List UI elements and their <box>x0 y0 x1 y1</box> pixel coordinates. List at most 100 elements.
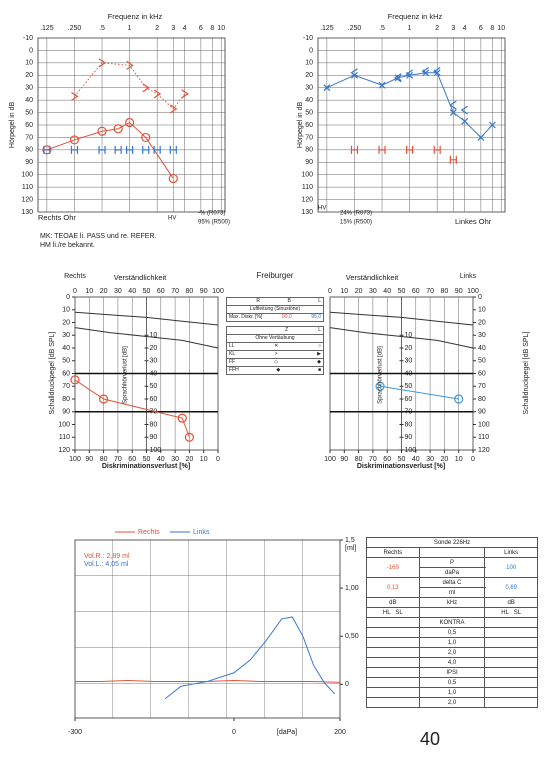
label: L <box>318 298 321 304</box>
data-point <box>71 91 79 101</box>
value: 0,69 <box>484 577 538 598</box>
y-tick-label: 120 <box>478 447 490 454</box>
x2-tick-label: 0 <box>216 456 220 463</box>
x2-axis-label: Diskriminationsverlust [%] <box>102 463 190 470</box>
y-tick-label: 40 <box>478 345 486 352</box>
label: Rechts <box>366 547 420 558</box>
data-point <box>98 394 109 404</box>
data-point <box>126 60 134 70</box>
data-point <box>177 413 187 423</box>
y-tick-label: 90 <box>478 409 486 416</box>
y-tick-label: 60 <box>305 122 313 129</box>
annotation: 24% (R073) <box>340 211 372 217</box>
label: HL SL <box>484 607 538 618</box>
y-axis-label: Schalldruckpegel [dB SPL] <box>49 332 56 415</box>
y-tick-label: 70 <box>62 383 70 390</box>
x-tick-label: 40 <box>383 288 391 295</box>
y-tick-label: 130 <box>21 209 33 216</box>
data-point <box>181 89 189 99</box>
x-tick-label: 10 <box>340 288 348 295</box>
data-point <box>97 126 107 136</box>
data-point <box>43 145 51 154</box>
x2-tick-label: 40 <box>157 456 165 463</box>
x-tick-label: 0 <box>328 288 332 295</box>
y3-tick-label: 10 <box>150 332 158 339</box>
label: 2,0 <box>418 697 486 708</box>
y3-tick-label: 90 <box>405 434 413 441</box>
y3-tick-label: 10 <box>405 332 413 339</box>
data-point <box>98 145 106 154</box>
y3-axis-label: Sprachhörverlust [dB] <box>123 346 129 404</box>
data-point <box>488 121 496 129</box>
tympanometry-table: Sonde 226Hz Rechts Links -169 P 100 daPa 0,… <box>366 537 538 708</box>
label: Z <box>285 327 289 333</box>
x-axis-label: Frequenz in kHz <box>108 12 163 21</box>
x-tick-label: .250 <box>68 25 82 32</box>
y-tick-label: 80 <box>305 147 313 154</box>
data-point <box>126 145 134 154</box>
x2-tick-label: 70 <box>114 456 122 463</box>
data-point <box>42 145 52 155</box>
x2-tick-label: 10 <box>455 456 463 463</box>
data-point <box>375 381 385 391</box>
data-point <box>142 83 150 93</box>
data-point <box>98 58 107 68</box>
x-tick-label: .250 <box>348 25 362 32</box>
x-tick-label: .5 <box>379 25 385 32</box>
series-line <box>46 121 174 179</box>
y-tick-label: 50 <box>25 109 33 116</box>
x-tick-label: -300 <box>68 729 82 736</box>
label: HL <box>382 609 391 616</box>
data-point <box>421 67 430 77</box>
annotation: HV <box>168 216 176 222</box>
data-point <box>405 69 413 79</box>
label: dB <box>366 597 420 608</box>
y-tick-label: 120 <box>58 447 70 454</box>
handwritten: 40 <box>420 729 440 749</box>
y-axis-label: Hörpegel in dB <box>297 102 304 149</box>
annotation: 95% (R500) <box>198 220 230 226</box>
annotation: HV <box>318 206 326 212</box>
y-tick-label: 60 <box>478 370 486 377</box>
y3-tick-label: 100 <box>405 447 417 454</box>
y-tick-label: 100 <box>58 421 70 428</box>
x2-tick-label: 60 <box>383 456 391 463</box>
y-tick-label: 10 <box>62 307 70 314</box>
y-tick-label: 80 <box>478 396 486 403</box>
label: FF <box>229 359 236 365</box>
y-tick-label: 30 <box>305 85 313 92</box>
data-point <box>378 81 386 89</box>
data-point <box>454 394 464 404</box>
value: 100 <box>484 557 538 578</box>
x-tick-label: 0 <box>232 729 236 736</box>
x-tick-label: 100 <box>467 288 479 295</box>
data-point <box>433 145 441 154</box>
value: 0,13 <box>366 577 420 598</box>
y-axis-label: Hörpegel in dB <box>9 102 16 149</box>
y-tick-label: 110 <box>59 434 70 441</box>
x-tick-label: 40 <box>128 288 136 295</box>
data-point <box>461 117 469 125</box>
x-tick-label: 80 <box>186 288 194 295</box>
y-tick-label: 1,5 <box>345 537 355 544</box>
y-tick-label: 40 <box>62 345 70 352</box>
y-tick-label: 0 <box>66 294 70 301</box>
data-point <box>114 145 122 154</box>
label: R <box>256 298 261 304</box>
y-axis-label: Schalldruckpegel [dB SPL] <box>523 332 530 415</box>
label: Ohne Vertäubung <box>255 335 295 341</box>
series-line <box>329 311 474 326</box>
y3-tick-label: 80 <box>405 421 413 428</box>
y-tick-label: 20 <box>478 319 486 326</box>
data-point <box>350 68 358 78</box>
data-point <box>142 145 150 154</box>
y-tick-label: 30 <box>62 332 70 339</box>
x-tick-label: 4 <box>183 25 187 32</box>
label: HL <box>501 609 509 616</box>
note: MK: TEOAE li. PASS und re. REFER. <box>40 233 156 240</box>
x2-tick-label: 50 <box>143 456 151 463</box>
y-tick-label: 0 <box>309 47 313 54</box>
y-tick-label: 70 <box>305 134 313 141</box>
y-tick-label: 20 <box>25 72 33 79</box>
